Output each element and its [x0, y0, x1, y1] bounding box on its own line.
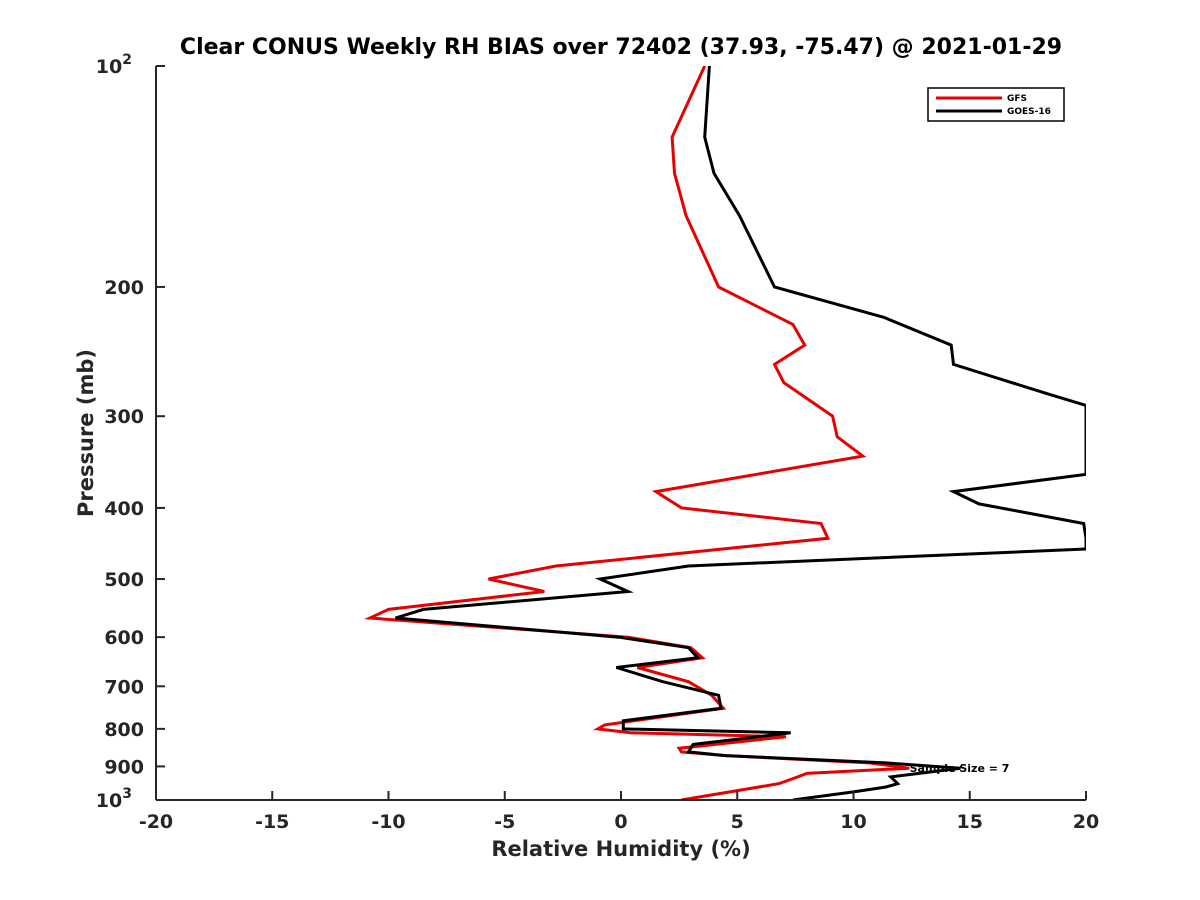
x-axis-ticks: -20 -15 -10 -5 0 5 10 15 20 [139, 791, 1099, 833]
series-line-goes-16 [395, 66, 1086, 800]
x-tick-label: 15 [957, 811, 983, 833]
annotation-layer: Sample Size = 7 [910, 762, 1010, 775]
y-tick-label: 300 [104, 406, 144, 428]
series-layer [364, 66, 1086, 800]
x-tick-label: 5 [731, 811, 744, 833]
x-tick-label: 10 [840, 811, 866, 833]
y-tick-label: 600 [104, 627, 144, 649]
x-axis-label: Relative Humidity (%) [491, 837, 750, 861]
legend-label: GFS [1007, 94, 1027, 104]
y-tick-label: 700 [104, 676, 144, 698]
plot-background [156, 66, 1086, 800]
legend-box [927, 87, 1065, 122]
y-tick-label: 102 [96, 52, 132, 78]
legend-label: GOES-16 [1007, 107, 1051, 117]
x-tick-label: -15 [255, 811, 289, 833]
chart-title: Clear CONUS Weekly RH BIAS over 72402 (3… [180, 35, 1062, 60]
x-tick-label: 0 [614, 811, 627, 833]
y-axis-label: Pressure (mb) [74, 349, 98, 517]
y-tick-label: 400 [104, 498, 144, 520]
y-tick-label: 900 [104, 756, 144, 778]
x-tick-label: 20 [1073, 811, 1099, 833]
y-axis-ticks: 102 200 300 400 500 600 700 800 900 103 [96, 52, 165, 812]
plot-area: -20 -15 -10 -5 0 5 10 15 20 102 200 300 400 500 600 70… [96, 52, 1099, 833]
x-tick-label: -5 [494, 811, 515, 833]
y-tick-label: 800 [104, 719, 144, 741]
y-tick-label: 103 [96, 786, 132, 812]
x-tick-label: -10 [371, 811, 405, 833]
legend: GFS GOES-16 [927, 87, 1065, 122]
y-tick-label: 500 [104, 569, 144, 591]
sample-size-annotation: Sample Size = 7 [910, 762, 1010, 775]
x-tick-label: -20 [139, 811, 173, 833]
y-tick-label: 200 [104, 277, 144, 299]
